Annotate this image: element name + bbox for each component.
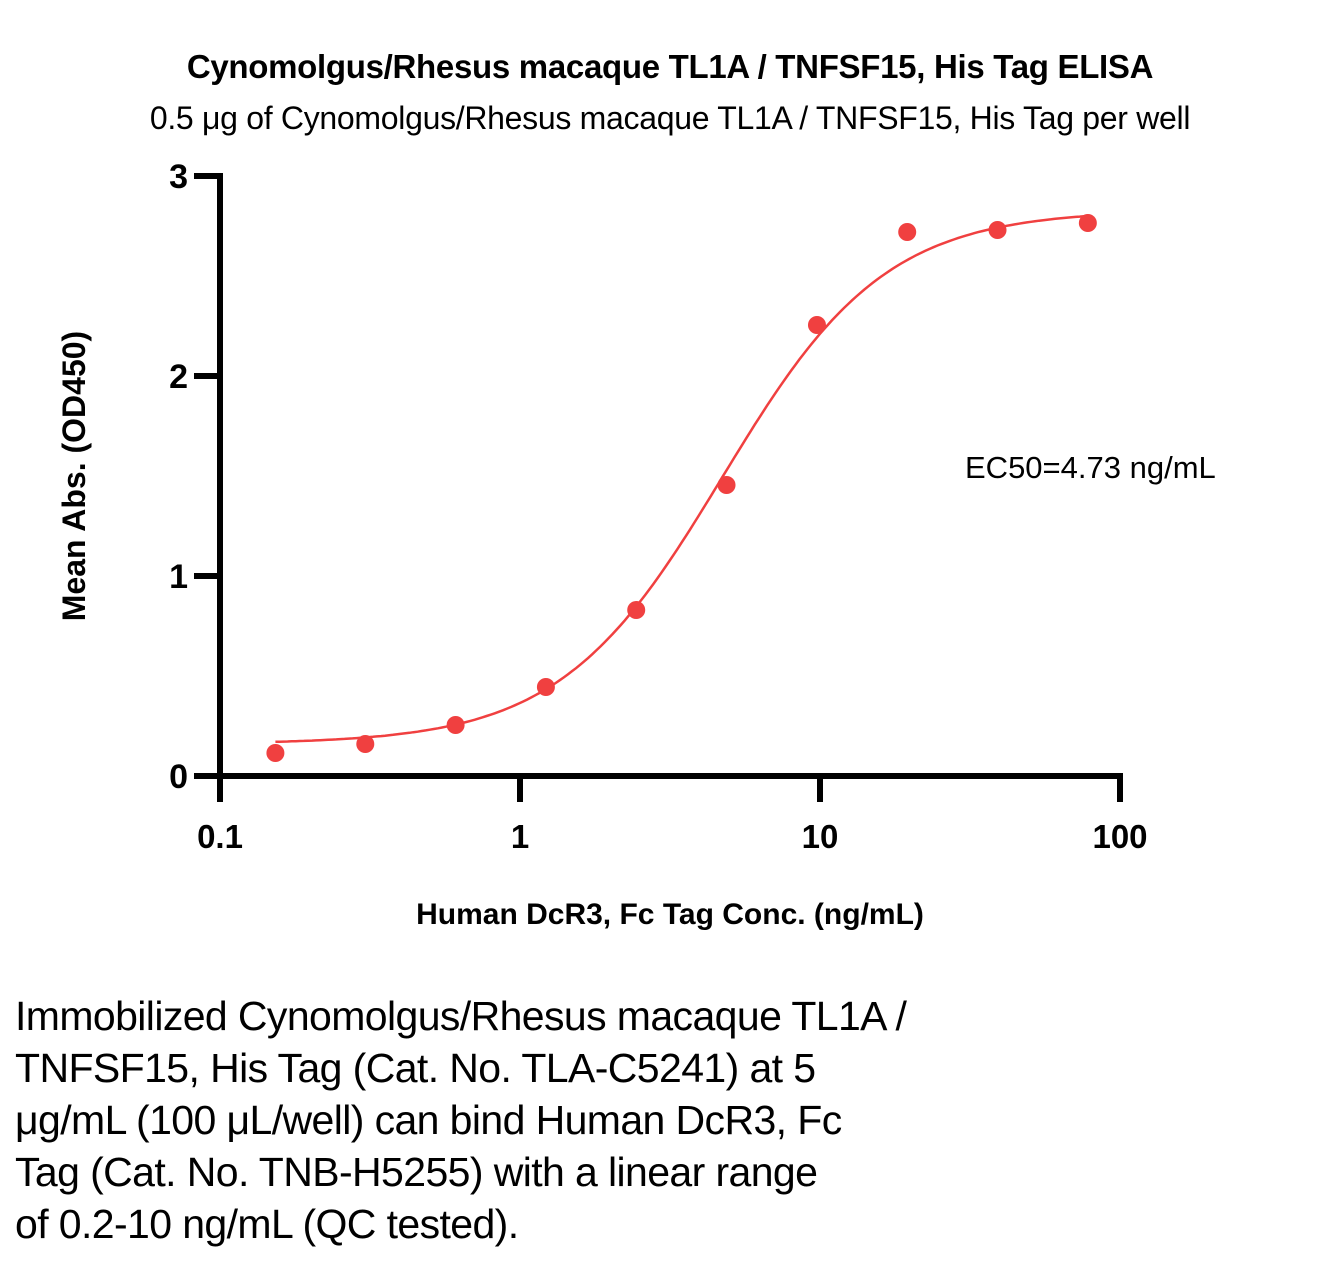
ec50-annotation: EC50=4.73 ng/mL (965, 450, 1216, 485)
y-tick-label: 2 (169, 358, 188, 396)
caption-line: TNFSF15, His Tag (Cat. No. TLA-C5241) at… (15, 1045, 816, 1091)
data-point (266, 744, 285, 762)
x-tick-label: 0.1 (197, 818, 243, 855)
elisa-chart: 0 1 2 3 0.1 1 10 100 Mean Abs. (OD450) Human Dc… (56, 158, 1216, 931)
data-point (1078, 214, 1097, 232)
fit-curve (275, 214, 1088, 744)
y-tick-label: 1 (169, 558, 188, 596)
y-axis-label: Mean Abs. (OD450) (56, 331, 92, 621)
data-point (717, 476, 736, 494)
caption: Immobilized Cynomolgus/Rhesus macaque TL… (15, 990, 1095, 1250)
tick-labels: 0 1 2 3 0.1 1 10 100 (169, 158, 1147, 855)
data-point (446, 716, 465, 734)
axes (194, 173, 1123, 802)
data-point (988, 221, 1007, 239)
data-point (536, 678, 555, 696)
caption-line: Tag (Cat. No. TNB-H5255) with a linear r… (15, 1149, 818, 1195)
x-tick-label: 100 (1092, 818, 1147, 855)
data-point (356, 735, 375, 753)
caption-line: μg/mL (100 μL/well) can bind Human DcR3,… (15, 1097, 842, 1143)
y-tick-label: 0 (169, 758, 188, 796)
x-tick-label: 1 (511, 818, 529, 855)
data-points (266, 214, 1097, 762)
x-tick-label: 10 (802, 818, 839, 855)
caption-line: Immobilized Cynomolgus/Rhesus macaque TL… (15, 993, 907, 1039)
data-point (898, 223, 917, 241)
chart-subtitle: 0.5 μg of Cynomolgus/Rhesus macaque TL1A… (149, 100, 1191, 136)
data-point (627, 601, 646, 619)
x-axis-label: Human DcR3, Fc Tag Conc. (ng/mL) (416, 898, 924, 931)
caption-line: of 0.2-10 ng/mL (QC tested). (15, 1201, 519, 1247)
y-tick-label: 3 (169, 158, 188, 196)
chart-title: Cynomolgus/Rhesus macaque TL1A / TNFSF15… (186, 48, 1154, 85)
data-point (807, 316, 826, 334)
